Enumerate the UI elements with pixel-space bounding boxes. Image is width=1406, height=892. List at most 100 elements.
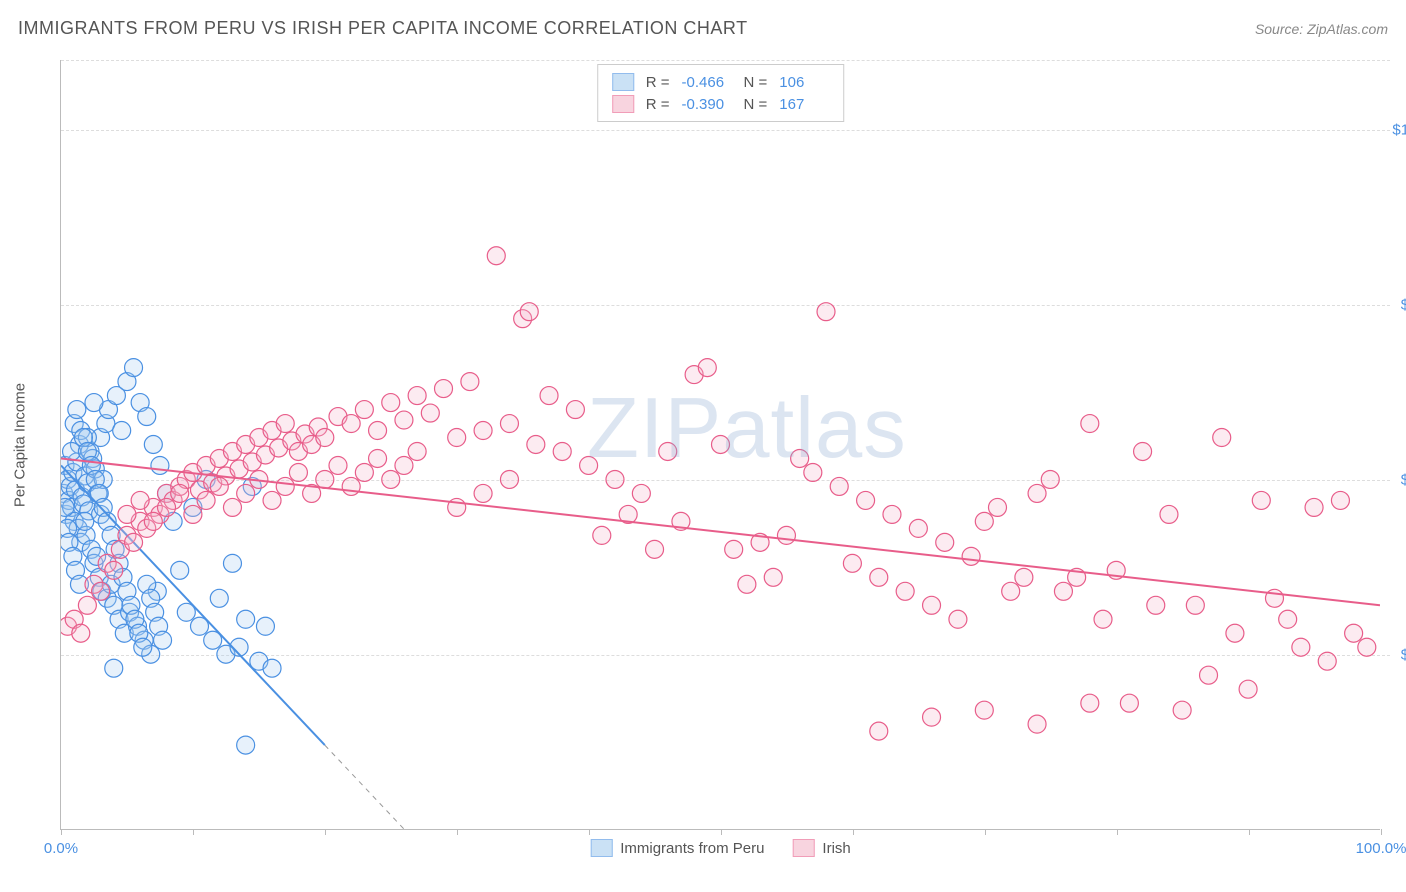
r-label: R = <box>646 96 670 113</box>
y-tick-label: $25,000 <box>1401 647 1406 664</box>
scatter-point-irish <box>553 443 571 461</box>
chart-header: IMMIGRANTS FROM PERU VS IRISH PER CAPITA… <box>18 18 1388 39</box>
scatter-point-irish <box>923 596 941 614</box>
scatter-point-irish <box>487 247 505 265</box>
scatter-point-peru <box>171 561 189 579</box>
scatter-point-irish <box>329 456 347 474</box>
scatter-point-irish <box>276 415 294 433</box>
scatter-point-irish <box>369 449 387 467</box>
scatter-point-irish <box>408 443 426 461</box>
scatter-point-irish <box>395 411 413 429</box>
scatter-point-irish <box>975 512 993 530</box>
scatter-point-irish <box>210 477 228 495</box>
scatter-point-irish <box>777 526 795 544</box>
n-label: N = <box>744 74 768 91</box>
x-tick <box>457 829 458 835</box>
scatter-point-irish <box>72 624 90 642</box>
scatter-point-irish <box>355 463 373 481</box>
scatter-point-irish <box>698 359 716 377</box>
scatter-point-peru <box>256 617 274 635</box>
scatter-point-irish <box>817 303 835 321</box>
scatter-point-irish <box>593 526 611 544</box>
scatter-point-irish <box>276 477 294 495</box>
scatter-point-irish <box>1028 715 1046 733</box>
scatter-point-irish <box>764 568 782 586</box>
scatter-point-irish <box>316 470 334 488</box>
scatter-point-irish <box>78 596 96 614</box>
correlation-stats-legend: R =-0.466N =106R =-0.390N =167 <box>597 64 845 122</box>
scatter-point-irish <box>342 415 360 433</box>
scatter-point-irish <box>184 505 202 523</box>
scatter-point-irish <box>580 456 598 474</box>
scatter-point-irish <box>263 491 281 509</box>
scatter-point-irish <box>896 582 914 600</box>
scatter-point-irish <box>1279 610 1297 628</box>
scatter-point-irish <box>1054 582 1072 600</box>
legend-label: Immigrants from Peru <box>620 840 764 857</box>
scatter-point-irish <box>1041 470 1059 488</box>
scatter-point-irish <box>725 540 743 558</box>
scatter-point-peru <box>105 659 123 677</box>
scatter-point-irish <box>738 575 756 593</box>
scatter-point-irish <box>342 477 360 495</box>
scatter-point-irish <box>606 470 624 488</box>
swatch-icon <box>612 95 634 113</box>
scatter-point-peru <box>113 422 131 440</box>
r-value: -0.466 <box>682 74 732 91</box>
scatter-point-irish <box>843 554 861 572</box>
scatter-point-irish <box>962 547 980 565</box>
chart-container: Per Capita Income ZIPatlas R =-0.466N =1… <box>50 60 1390 830</box>
scatter-point-peru <box>237 610 255 628</box>
scatter-point-irish <box>857 491 875 509</box>
scatter-point-irish <box>474 484 492 502</box>
scatter-point-irish <box>1160 505 1178 523</box>
scatter-point-irish <box>158 498 176 516</box>
scatter-point-irish <box>500 470 518 488</box>
scatter-point-irish <box>1213 429 1231 447</box>
scatter-point-irish <box>382 470 400 488</box>
scatter-point-irish <box>144 512 162 530</box>
n-value: 167 <box>779 96 829 113</box>
scatter-point-peru <box>263 659 281 677</box>
scatter-point-irish <box>355 401 373 419</box>
scatter-point-irish <box>105 561 123 579</box>
source-name: ZipAtlas.com <box>1307 21 1388 37</box>
swatch-icon <box>792 839 814 857</box>
y-tick-label: $75,000 <box>1401 297 1406 314</box>
scatter-point-irish <box>1345 624 1363 642</box>
scatter-point-irish <box>118 505 136 523</box>
scatter-point-irish <box>988 498 1006 516</box>
scatter-point-irish <box>909 519 927 537</box>
x-tick <box>589 829 590 835</box>
scatter-point-irish <box>382 394 400 412</box>
scatter-point-irish <box>474 422 492 440</box>
r-value: -0.390 <box>682 96 732 113</box>
scatter-point-irish <box>1318 652 1336 670</box>
scatter-point-irish <box>883 505 901 523</box>
scatter-point-peru <box>237 736 255 754</box>
scatter-point-irish <box>289 463 307 481</box>
scatter-point-irish <box>949 610 967 628</box>
scatter-point-peru <box>61 498 74 516</box>
scatter-point-irish <box>448 429 466 447</box>
source-label: Source: <box>1255 21 1303 37</box>
scatter-point-peru <box>210 589 228 607</box>
x-tick <box>721 829 722 835</box>
scatter-point-irish <box>1200 666 1218 684</box>
scatter-point-peru <box>125 359 143 377</box>
legend-item-irish: Irish <box>792 839 850 857</box>
r-label: R = <box>646 74 670 91</box>
scatter-point-peru <box>68 401 86 419</box>
x-tick <box>325 829 326 835</box>
scatter-point-irish <box>540 387 558 405</box>
swatch-icon <box>590 839 612 857</box>
scatter-point-irish <box>1239 680 1257 698</box>
scatter-point-irish <box>520 303 538 321</box>
scatter-point-irish <box>197 491 215 509</box>
source-attribution: Source: ZipAtlas.com <box>1255 21 1388 37</box>
scatter-point-irish <box>1094 610 1112 628</box>
scatter-point-irish <box>237 484 255 502</box>
y-axis-label: Per Capita Income <box>12 383 29 507</box>
scatter-point-irish <box>125 533 143 551</box>
scatter-point-irish <box>1252 491 1270 509</box>
